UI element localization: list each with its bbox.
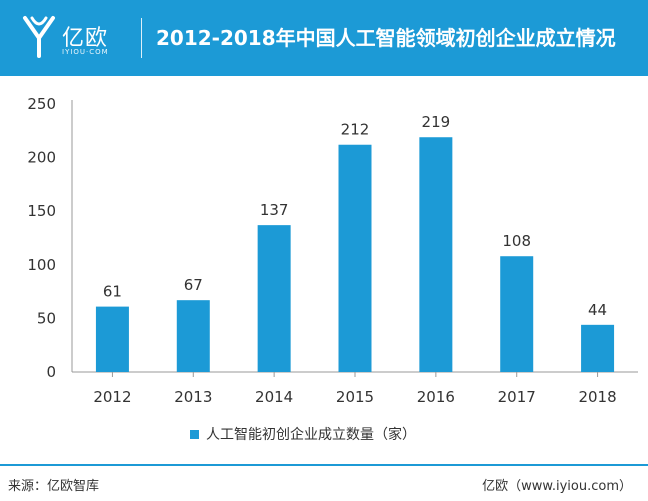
y-tick-label: 200 (27, 149, 56, 167)
bar (176, 300, 210, 372)
bar (500, 256, 534, 372)
data-label: 108 (502, 232, 531, 250)
bar (581, 324, 615, 372)
y-tick-label: 100 (27, 256, 56, 274)
logo-subtext: IYIOU·COM (62, 48, 109, 56)
footer-divider (0, 464, 648, 466)
y-tick-label: 0 (46, 363, 56, 381)
header-divider (141, 18, 142, 58)
legend-swatch (190, 429, 199, 439)
bars (95, 137, 615, 372)
x-tick-label: 2013 (174, 388, 212, 406)
source-note: 来源：亿欧智库 (8, 479, 100, 494)
data-label: 61 (103, 283, 122, 301)
x-axis: 2012 2013 2014 2015 2016 2017 2018 (72, 371, 638, 406)
data-label: 137 (260, 201, 289, 219)
legend-label: 人工智能初创企业成立数量（家） (206, 427, 416, 443)
data-label: 219 (422, 113, 451, 131)
x-tick-label: 2018 (578, 388, 616, 406)
y-tick-label: 250 (27, 95, 56, 113)
y-tick-label: 50 (37, 309, 56, 327)
website-credit: 亿欧（www.iyiou.com） (482, 479, 632, 494)
data-label: 67 (184, 276, 203, 294)
x-tick-label: 2012 (93, 388, 131, 406)
bar (95, 306, 129, 372)
data-label: 212 (341, 121, 370, 139)
x-tick-label: 2017 (498, 388, 536, 406)
bar (419, 137, 453, 372)
bar-chart: 0 50 100 150 200 250 2012 2013 2014 2015 2016 2017… (27, 95, 638, 406)
logo-mark-icon (23, 16, 55, 58)
bar (338, 144, 372, 372)
iyiou-logo: 亿欧 IYIOU·COM (22, 12, 142, 62)
chart-title: 2012-2018年中国人工智能领域初创企业成立情况 (156, 26, 616, 50)
bar (257, 225, 291, 372)
logo-text: 亿欧 (62, 26, 109, 51)
data-label: 44 (588, 301, 607, 319)
header-banner: 亿欧 IYIOU·COM 2012-2018年中国人工智能领域初创企业成立情况 (0, 0, 648, 76)
y-tick-label: 150 (27, 202, 56, 220)
legend: 人工智能初创企业成立数量（家） (190, 424, 416, 444)
data-labels: 61 67 137 212 219 108 44 (103, 113, 607, 319)
x-tick-label: 2016 (417, 388, 455, 406)
x-tick-label: 2015 (336, 388, 374, 406)
y-axis: 0 50 100 150 200 250 (27, 95, 73, 381)
x-tick-label: 2014 (255, 388, 293, 406)
